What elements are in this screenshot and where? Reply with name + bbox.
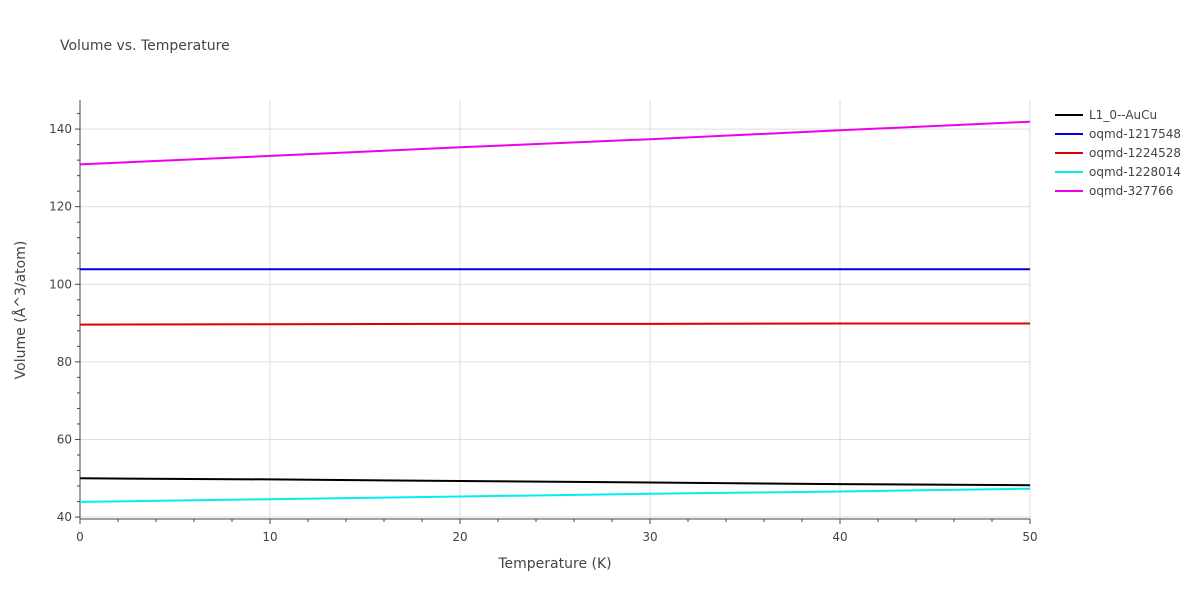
y-tick-label: 120 bbox=[49, 200, 72, 214]
x-tick-label: 20 bbox=[452, 530, 467, 544]
x-axis-title: Temperature (K) bbox=[497, 556, 611, 572]
chart-title: Volume vs. Temperature bbox=[60, 38, 230, 54]
legend-item[interactable]: L1_0--AuCu bbox=[1055, 108, 1157, 122]
legend-item[interactable]: oqmd-1228014 bbox=[1055, 165, 1181, 179]
series-line-oqmd-327766 bbox=[79, 120, 1031, 166]
grid-lines bbox=[80, 100, 1031, 519]
series-line-oqmd-1228014 bbox=[79, 487, 1031, 503]
x-tick-label: 40 bbox=[832, 530, 847, 544]
series-lines bbox=[79, 120, 1031, 503]
series-line-L1_0--AuCu bbox=[79, 477, 1031, 487]
series-line-oqmd-1224528 bbox=[79, 322, 1030, 326]
y-tick-label: 60 bbox=[57, 432, 72, 446]
legend[interactable]: L1_0--AuCu oqmd-1217548 oqmd-1224528 oqmd-1… bbox=[1055, 108, 1181, 198]
legend-label: oqmd-1228014 bbox=[1089, 165, 1181, 179]
legend-item[interactable]: oqmd-1224528 bbox=[1055, 146, 1181, 160]
y-tick-label: 140 bbox=[49, 122, 72, 136]
y-axis-title: Volume (Å^3/atom) bbox=[12, 241, 29, 380]
axes: 0 10 20 30 40 50 40 60 80 100 120 140 bbox=[49, 100, 1038, 544]
x-tick-label: 0 bbox=[76, 530, 84, 544]
legend-label: L1_0--AuCu bbox=[1089, 108, 1157, 122]
legend-label: oqmd-1224528 bbox=[1089, 146, 1181, 160]
y-tick-label: 40 bbox=[57, 510, 72, 524]
legend-label: oqmd-327766 bbox=[1089, 184, 1173, 198]
y-tick-label: 80 bbox=[57, 355, 72, 369]
legend-label: oqmd-1217548 bbox=[1089, 127, 1181, 141]
y-tick-label: 100 bbox=[49, 277, 72, 291]
legend-item[interactable]: oqmd-327766 bbox=[1055, 184, 1173, 198]
x-tick-label: 50 bbox=[1022, 530, 1037, 544]
legend-item[interactable]: oqmd-1217548 bbox=[1055, 127, 1181, 141]
x-tick-label: 30 bbox=[642, 530, 657, 544]
x-tick-label: 10 bbox=[262, 530, 277, 544]
